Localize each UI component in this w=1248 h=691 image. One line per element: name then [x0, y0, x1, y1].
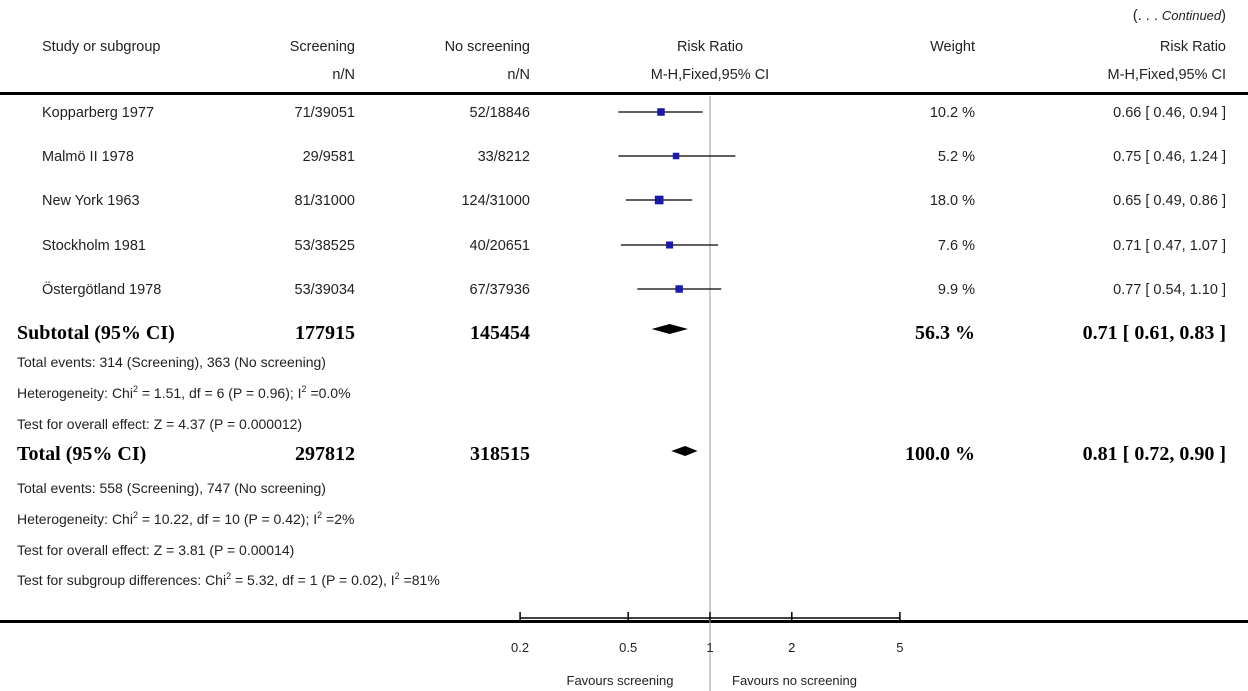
subtotal-ci: 0.71 [ 0.61, 0.83 ] — [1082, 322, 1226, 344]
header-risk-ratio-2: Risk Ratio — [1159, 39, 1226, 55]
subtotal-weight: 56.3 % — [915, 322, 975, 344]
study-name: New York 1963 — [42, 193, 140, 209]
subtotal-screening: 177915 — [295, 322, 355, 344]
header-weight: Weight — [930, 39, 975, 55]
study-weight: 9.9 % — [937, 282, 975, 298]
footer-rule — [0, 620, 1248, 623]
screening-events: 71/39051 — [294, 105, 355, 121]
header-screening: Screening — [289, 39, 355, 55]
total-ci: 0.81 [ 0.72, 0.90 ] — [1082, 443, 1226, 465]
continued-label: (. . . Continued) — [1132, 8, 1226, 24]
subtotal-heterogeneity: Heterogeneity: Chi2 = 1.51, df = 6 (P = … — [17, 384, 351, 401]
study-name: Malmö II 1978 — [42, 149, 134, 165]
subgroup-differences: Test for subgroup differences: Chi2 = 5.… — [17, 571, 440, 588]
header-risk-ratio-sub: M-H,Fixed,95% CI — [650, 67, 770, 83]
study-weight: 7.6 % — [937, 238, 975, 254]
header-no-screening-sub: n/N — [507, 67, 530, 83]
header-screening-sub: n/N — [332, 67, 355, 83]
study-name: Kopparberg 1977 — [42, 105, 155, 121]
x-tick-label: 2 — [788, 640, 795, 655]
subtotal-no-screening: 145454 — [470, 322, 530, 344]
no-screening-events: 67/37936 — [469, 282, 530, 298]
header-rule — [0, 92, 1248, 95]
study-ci: 0.75 [ 0.46, 1.24 ] — [1113, 149, 1226, 165]
total-events: Total events: 558 (Screening), 747 (No s… — [17, 480, 326, 496]
screening-events: 29/9581 — [302, 149, 355, 165]
effect-square — [657, 108, 665, 116]
no-screening-events: 52/18846 — [469, 105, 530, 121]
study-ci: 0.66 [ 0.46, 0.94 ] — [1113, 105, 1226, 121]
header-risk-ratio: Risk Ratio — [676, 39, 744, 55]
total-no-screening: 318515 — [470, 443, 530, 465]
x-tick-label: 0.2 — [511, 640, 529, 655]
study-weight: 18.0 % — [929, 193, 975, 209]
header-study: Study or subgroup — [42, 39, 161, 55]
no-screening-events: 124/31000 — [461, 193, 530, 209]
screening-events: 53/38525 — [294, 238, 355, 254]
total-weight: 100.0 % — [905, 443, 975, 465]
study-weight: 5.2 % — [937, 149, 975, 165]
total-screening: 297812 — [295, 443, 355, 465]
header-no-screening: No screening — [444, 39, 530, 55]
header-risk-ratio-2-sub: M-H,Fixed,95% CI — [1107, 67, 1226, 83]
effect-square — [672, 152, 680, 160]
effect-square — [675, 285, 683, 293]
study-name: Östergötland 1978 — [42, 282, 162, 298]
study-ci: 0.65 [ 0.49, 0.86 ] — [1113, 193, 1226, 209]
pooled-diamond — [651, 324, 689, 334]
favours-right-label: Favours no screening — [732, 673, 858, 688]
x-tick-label: 1 — [706, 640, 713, 655]
favours-left-label: Favours screening — [566, 673, 674, 688]
subtotal-overall-effect: Test for overall effect: Z = 4.37 (P = 0… — [17, 416, 303, 432]
x-tick-label: 5 — [896, 640, 903, 655]
no-screening-events: 33/8212 — [477, 149, 530, 165]
screening-events: 53/39034 — [294, 282, 355, 298]
study-name: Stockholm 1981 — [42, 238, 146, 254]
subtotal-events: Total events: 314 (Screening), 363 (No s… — [17, 354, 326, 370]
total-overall-effect: Test for overall effect: Z = 3.81 (P = 0… — [17, 542, 295, 558]
study-weight: 10.2 % — [929, 105, 975, 121]
total-heterogeneity: Heterogeneity: Chi2 = 10.22, df = 10 (P … — [17, 510, 355, 527]
subtotal-label: Subtotal (95% CI) — [17, 322, 175, 344]
total-label: Total (95% CI) — [17, 443, 147, 465]
no-screening-events: 40/20651 — [469, 238, 530, 254]
x-tick-label: 0.5 — [619, 640, 637, 655]
pooled-diamond — [671, 446, 698, 456]
study-ci: 0.77 [ 0.54, 1.10 ] — [1113, 282, 1226, 298]
effect-square — [666, 241, 674, 249]
effect-square — [654, 195, 664, 205]
study-ci: 0.71 [ 0.47, 1.07 ] — [1113, 238, 1226, 254]
screening-events: 81/31000 — [294, 193, 355, 209]
